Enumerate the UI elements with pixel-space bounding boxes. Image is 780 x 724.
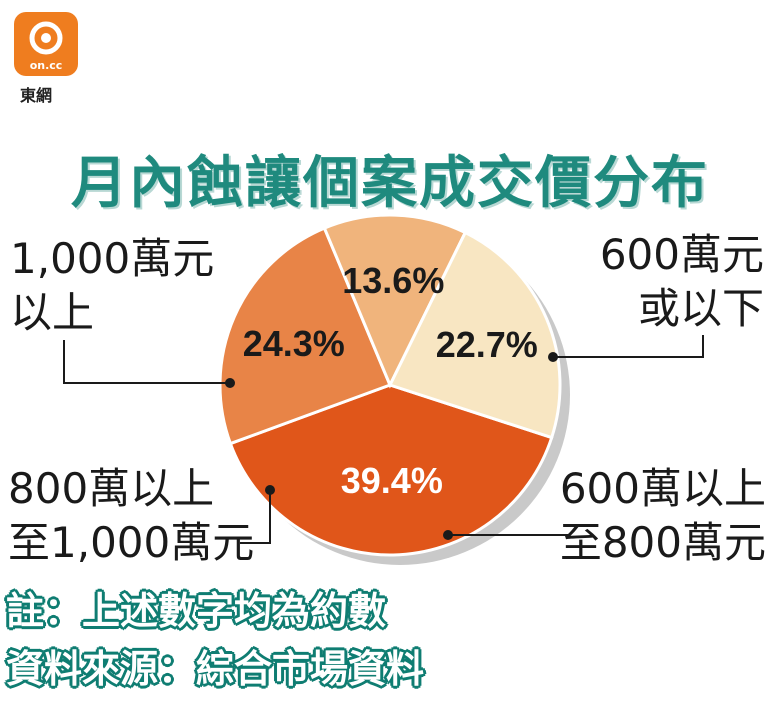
leader-600-to-800-dot	[443, 530, 453, 540]
logo-name: 東網	[20, 86, 53, 105]
leader-600-or-below	[553, 335, 704, 358]
pct-600-or-below: 39.4%	[341, 460, 443, 501]
slice-800-to-1000	[322, 213, 468, 389]
leader-600-or-below-dot	[548, 352, 558, 362]
logo-icon: on.cc	[14, 12, 78, 76]
label-800-to-1000-line1: 800萬以上	[8, 464, 215, 513]
label-600-to-800: 600萬以上 至800萬元	[560, 462, 766, 570]
slice-600-or-below	[228, 383, 554, 557]
label-600-or-below: 600萬元 或以下	[600, 228, 764, 336]
footnote-source: 資料來源：綜合市場資料	[6, 647, 425, 691]
label-600-or-below-line2: 或以下	[637, 284, 764, 333]
pct-800-to-1000: 13.6%	[342, 260, 444, 301]
label-600-or-below-line1: 600萬元	[599, 230, 764, 279]
pct-600-to-800: 24.3%	[243, 323, 345, 364]
label-600-to-800-line2: 至800萬元	[559, 518, 766, 567]
leader-over-1000	[63, 340, 230, 384]
label-over-1000: 1,000萬元 以上	[10, 232, 214, 340]
footnote-note: 註：上述數字均為約數	[6, 589, 387, 633]
leader-over-1000-dot	[225, 378, 235, 388]
slice-over-1000	[387, 230, 562, 440]
label-800-to-1000-line2: 至1,000萬元	[8, 518, 255, 567]
pct-over-1000: 22.7%	[436, 324, 538, 365]
label-over-1000-line1: 1,000萬元	[10, 234, 215, 283]
leader-800-to-1000	[240, 490, 271, 544]
label-600-to-800-line1: 600萬以上	[559, 464, 766, 513]
leader-800-to-1000-dot	[265, 485, 275, 495]
logo-brand: on.cc	[30, 59, 63, 72]
label-800-to-1000: 800萬以上 至1,000萬元	[8, 462, 254, 570]
slice-600-to-800	[218, 226, 392, 446]
chart-title: 月內蝕讓個案成交價分布	[71, 151, 709, 216]
label-over-1000-line2: 以上	[10, 288, 95, 337]
